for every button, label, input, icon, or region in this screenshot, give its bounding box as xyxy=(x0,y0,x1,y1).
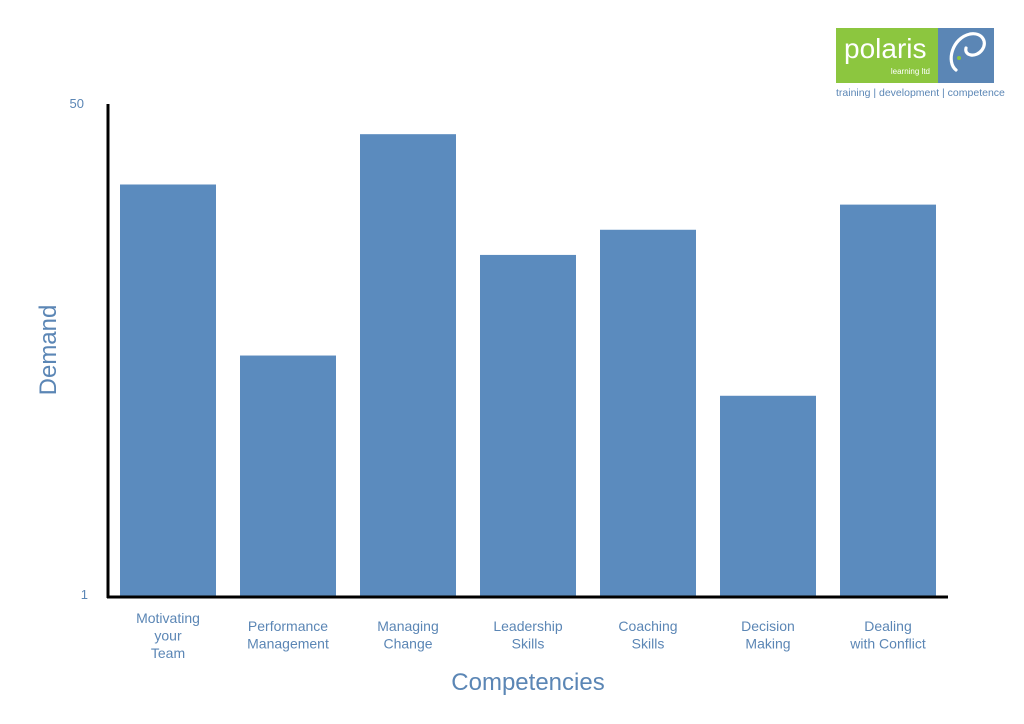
category-label-4: Coaching Skills xyxy=(618,618,677,652)
logo-tagline: training | development | competence xyxy=(836,87,1005,99)
category-label-6: Dealing with Conflict xyxy=(849,618,926,652)
bar-6 xyxy=(840,204,936,596)
category-label-line: Coaching xyxy=(618,618,677,634)
category-label-2: Managing Change xyxy=(377,618,439,652)
category-label-line: Decision xyxy=(741,618,795,634)
y-tick-label-min: 1 xyxy=(81,587,88,602)
category-label-line: Leadership xyxy=(493,618,562,634)
x-axis-title: Competencies xyxy=(451,669,604,696)
category-label-line: Motivating xyxy=(136,610,200,626)
category-label-line: Skills xyxy=(512,636,545,652)
bar-0 xyxy=(120,184,216,596)
category-label-line: Performance xyxy=(248,618,328,634)
category-label-line: Making xyxy=(745,636,790,652)
logo-emblem xyxy=(938,28,994,83)
category-label-line: Managing xyxy=(377,618,439,634)
category-label-1: Performance Management xyxy=(247,618,329,652)
bar-5 xyxy=(720,395,816,596)
category-label-5: Decision Making xyxy=(741,618,795,652)
category-label-0: Motivating your Team xyxy=(136,610,200,661)
logo-wordmark: polaris xyxy=(844,33,927,64)
category-label-line: Change xyxy=(383,636,432,652)
logo-subtitle: learning ltd xyxy=(890,67,930,76)
bar-3 xyxy=(480,254,576,596)
category-label-line: Team xyxy=(151,645,185,661)
category-label-line: Management xyxy=(247,636,329,652)
category-label-line: Dealing xyxy=(864,618,911,634)
category-label-line: Skills xyxy=(632,636,665,652)
bar-4 xyxy=(600,229,696,596)
bar-2 xyxy=(360,134,456,596)
category-label-line: your xyxy=(154,628,182,644)
category-label-line: with Conflict xyxy=(849,636,926,652)
logo-swirl-icon xyxy=(949,32,986,72)
logo-green-block: polaris learning ltd xyxy=(836,28,938,83)
bar-1 xyxy=(240,355,336,596)
y-tick-label-max: 50 xyxy=(70,96,84,111)
y-axis-title: Demand xyxy=(35,305,62,396)
polaris-logo: polaris learning ltd training | developm… xyxy=(836,28,1005,102)
category-label-3: Leadership Skills xyxy=(493,618,562,652)
